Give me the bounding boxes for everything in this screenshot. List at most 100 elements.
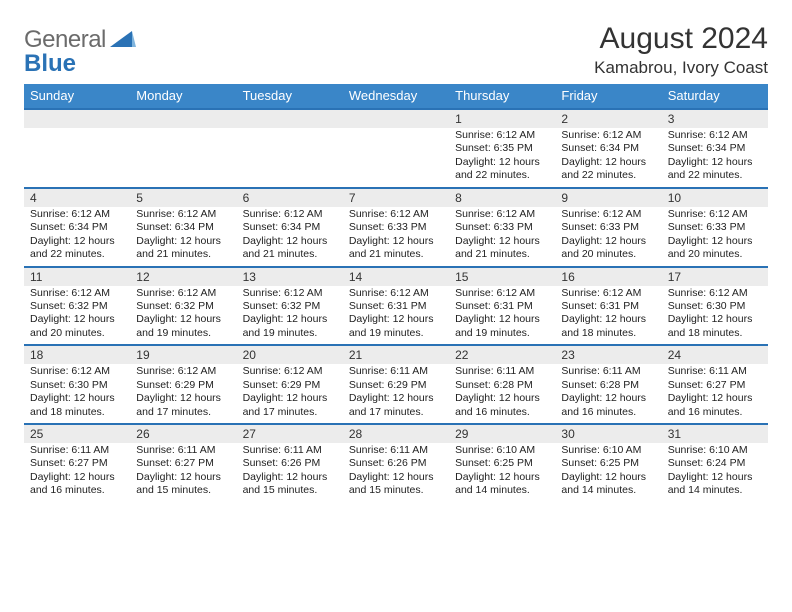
sunset-line: Sunset: 6:26 PM	[349, 457, 443, 470]
day-details: Sunrise: 6:12 AMSunset: 6:33 PMDaylight:…	[449, 207, 555, 266]
sunrise-line: Sunrise: 6:11 AM	[349, 444, 443, 457]
sunrise-line: Sunrise: 6:11 AM	[561, 365, 655, 378]
daylight-line: Daylight: 12 hours and 20 minutes.	[561, 235, 655, 262]
day-details: Sunrise: 6:11 AMSunset: 6:27 PMDaylight:…	[662, 364, 768, 423]
brand-triangle-icon	[110, 29, 136, 49]
day-number: 6	[237, 189, 343, 207]
sunset-line: Sunset: 6:33 PM	[455, 221, 549, 234]
calendar-day-cell: 30Sunrise: 6:10 AMSunset: 6:25 PMDayligh…	[555, 423, 661, 502]
sunset-line: Sunset: 6:26 PM	[243, 457, 337, 470]
sunrise-line: Sunrise: 6:12 AM	[668, 129, 762, 142]
day-details: Sunrise: 6:12 AMSunset: 6:30 PMDaylight:…	[24, 364, 130, 423]
day-number: 19	[130, 346, 236, 364]
sunrise-line: Sunrise: 6:12 AM	[349, 208, 443, 221]
calendar-day-cell: 12Sunrise: 6:12 AMSunset: 6:32 PMDayligh…	[130, 266, 236, 345]
day-number: 20	[237, 346, 343, 364]
sunrise-line: Sunrise: 6:12 AM	[136, 365, 230, 378]
day-number: 1	[449, 110, 555, 128]
day-number: 22	[449, 346, 555, 364]
day-number: 5	[130, 189, 236, 207]
day-number: 31	[662, 425, 768, 443]
day-details: Sunrise: 6:12 AMSunset: 6:34 PMDaylight:…	[130, 207, 236, 266]
day-number: .	[130, 110, 236, 128]
sunrise-line: Sunrise: 6:12 AM	[668, 208, 762, 221]
calendar-table: Sunday Monday Tuesday Wednesday Thursday…	[24, 84, 768, 502]
sunset-line: Sunset: 6:33 PM	[668, 221, 762, 234]
daylight-line: Daylight: 12 hours and 22 minutes.	[455, 156, 549, 183]
daylight-line: Daylight: 12 hours and 17 minutes.	[243, 392, 337, 419]
day-number: 8	[449, 189, 555, 207]
calendar-day-cell: 13Sunrise: 6:12 AMSunset: 6:32 PMDayligh…	[237, 266, 343, 345]
day-number: 18	[24, 346, 130, 364]
day-number: 4	[24, 189, 130, 207]
day-number: 30	[555, 425, 661, 443]
calendar-day-cell: 15Sunrise: 6:12 AMSunset: 6:31 PMDayligh…	[449, 266, 555, 345]
calendar-day-cell: 7Sunrise: 6:12 AMSunset: 6:33 PMDaylight…	[343, 187, 449, 266]
day-details: Sunrise: 6:11 AMSunset: 6:26 PMDaylight:…	[343, 443, 449, 502]
calendar-week-row: 11Sunrise: 6:12 AMSunset: 6:32 PMDayligh…	[24, 266, 768, 345]
calendar-day-cell: 27Sunrise: 6:11 AMSunset: 6:26 PMDayligh…	[237, 423, 343, 502]
day-number: 3	[662, 110, 768, 128]
day-number: 14	[343, 268, 449, 286]
sunrise-line: Sunrise: 6:12 AM	[30, 208, 124, 221]
daylight-line: Daylight: 12 hours and 19 minutes.	[455, 313, 549, 340]
day-details: Sunrise: 6:12 AMSunset: 6:29 PMDaylight:…	[237, 364, 343, 423]
day-number: 17	[662, 268, 768, 286]
day-number: 23	[555, 346, 661, 364]
calendar-day-cell: 10Sunrise: 6:12 AMSunset: 6:33 PMDayligh…	[662, 187, 768, 266]
sunset-line: Sunset: 6:31 PM	[349, 300, 443, 313]
sunset-line: Sunset: 6:28 PM	[455, 379, 549, 392]
calendar-week-row: ....1Sunrise: 6:12 AMSunset: 6:35 PMDayl…	[24, 108, 768, 187]
calendar-day-cell: 23Sunrise: 6:11 AMSunset: 6:28 PMDayligh…	[555, 344, 661, 423]
sunrise-line: Sunrise: 6:12 AM	[136, 287, 230, 300]
sunrise-line: Sunrise: 6:12 AM	[349, 287, 443, 300]
sunset-line: Sunset: 6:32 PM	[243, 300, 337, 313]
calendar-day-cell: 22Sunrise: 6:11 AMSunset: 6:28 PMDayligh…	[449, 344, 555, 423]
daylight-line: Daylight: 12 hours and 18 minutes.	[668, 313, 762, 340]
sunset-line: Sunset: 6:32 PM	[30, 300, 124, 313]
day-number: 27	[237, 425, 343, 443]
day-details	[343, 128, 449, 186]
sunset-line: Sunset: 6:34 PM	[30, 221, 124, 234]
sunrise-line: Sunrise: 6:11 AM	[455, 365, 549, 378]
daylight-line: Daylight: 12 hours and 14 minutes.	[561, 471, 655, 498]
sunset-line: Sunset: 6:33 PM	[349, 221, 443, 234]
day-number: 10	[662, 189, 768, 207]
weekday-header: Wednesday	[343, 84, 449, 108]
sunset-line: Sunset: 6:31 PM	[561, 300, 655, 313]
calendar-day-cell: 9Sunrise: 6:12 AMSunset: 6:33 PMDaylight…	[555, 187, 661, 266]
sunrise-line: Sunrise: 6:12 AM	[561, 287, 655, 300]
sunrise-line: Sunrise: 6:11 AM	[30, 444, 124, 457]
day-details: Sunrise: 6:12 AMSunset: 6:33 PMDaylight:…	[662, 207, 768, 266]
calendar-day-cell: 11Sunrise: 6:12 AMSunset: 6:32 PMDayligh…	[24, 266, 130, 345]
calendar-day-cell: 18Sunrise: 6:12 AMSunset: 6:30 PMDayligh…	[24, 344, 130, 423]
sunset-line: Sunset: 6:29 PM	[136, 379, 230, 392]
daylight-line: Daylight: 12 hours and 14 minutes.	[455, 471, 549, 498]
weekday-header: Saturday	[662, 84, 768, 108]
sunrise-line: Sunrise: 6:12 AM	[136, 208, 230, 221]
calendar-week-row: 25Sunrise: 6:11 AMSunset: 6:27 PMDayligh…	[24, 423, 768, 502]
day-number: 16	[555, 268, 661, 286]
sunrise-line: Sunrise: 6:12 AM	[243, 208, 337, 221]
day-details	[237, 128, 343, 186]
daylight-line: Daylight: 12 hours and 14 minutes.	[668, 471, 762, 498]
day-details	[24, 128, 130, 186]
weekday-header: Sunday	[24, 84, 130, 108]
brand-logo: General Blue	[24, 22, 136, 54]
daylight-line: Daylight: 12 hours and 21 minutes.	[243, 235, 337, 262]
calendar-day-cell: 5Sunrise: 6:12 AMSunset: 6:34 PMDaylight…	[130, 187, 236, 266]
sunrise-line: Sunrise: 6:11 AM	[136, 444, 230, 457]
calendar-day-cell: 31Sunrise: 6:10 AMSunset: 6:24 PMDayligh…	[662, 423, 768, 502]
sunrise-line: Sunrise: 6:12 AM	[455, 208, 549, 221]
daylight-line: Daylight: 12 hours and 21 minutes.	[136, 235, 230, 262]
daylight-line: Daylight: 12 hours and 17 minutes.	[349, 392, 443, 419]
day-details: Sunrise: 6:12 AMSunset: 6:32 PMDaylight:…	[24, 286, 130, 345]
calendar-day-cell: .	[343, 108, 449, 187]
calendar-day-cell: .	[130, 108, 236, 187]
day-details: Sunrise: 6:10 AMSunset: 6:25 PMDaylight:…	[555, 443, 661, 502]
sunset-line: Sunset: 6:34 PM	[561, 142, 655, 155]
sunrise-line: Sunrise: 6:12 AM	[30, 287, 124, 300]
calendar-day-cell: .	[237, 108, 343, 187]
brand-text-2: Blue	[24, 50, 76, 77]
sunset-line: Sunset: 6:29 PM	[243, 379, 337, 392]
